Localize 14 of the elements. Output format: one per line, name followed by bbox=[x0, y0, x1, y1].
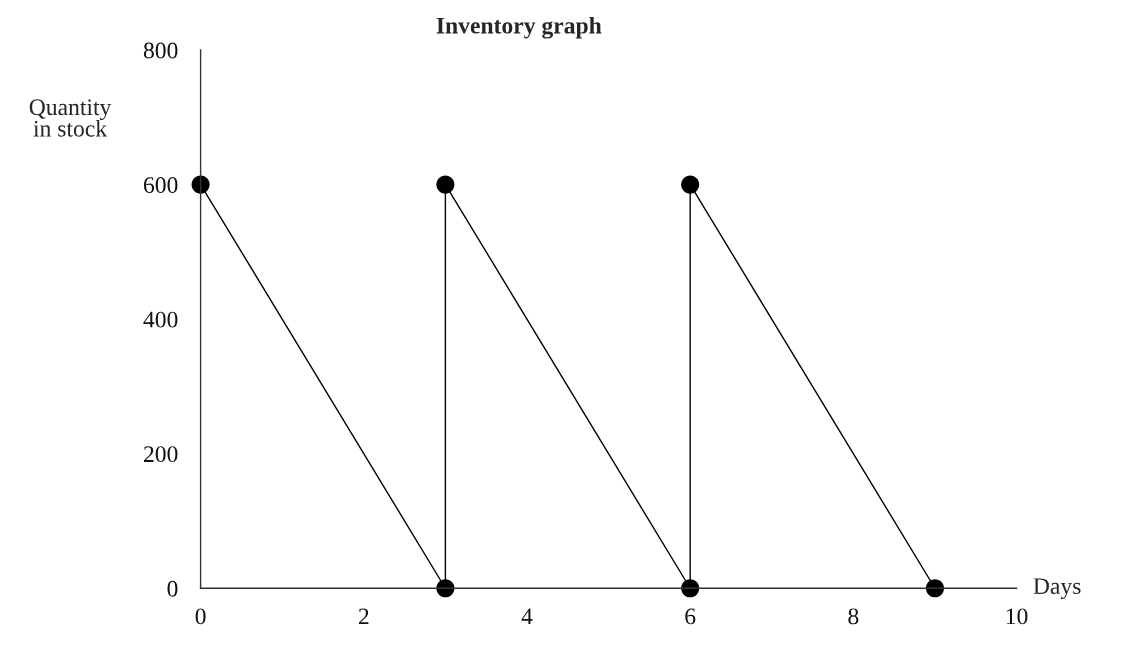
y-tick-label: 0 bbox=[167, 580, 178, 597]
y-tick-label: 600 bbox=[143, 177, 178, 194]
x-tick-label: 2 bbox=[358, 608, 369, 625]
x-tick-label: 10 bbox=[1006, 608, 1028, 625]
x-axis-title: Days bbox=[1033, 578, 1081, 599]
y-axis-title: Quantity in stock bbox=[29, 99, 112, 137]
x-tick-label: 0 bbox=[195, 608, 206, 625]
y-tick-label: 800 bbox=[143, 42, 178, 59]
x-tick-label: 8 bbox=[848, 608, 859, 625]
y-tick-label: 400 bbox=[143, 311, 178, 328]
x-tick-label: 6 bbox=[685, 608, 696, 625]
chart-title: Inventory graph bbox=[436, 17, 602, 39]
y-tick-label: 200 bbox=[144, 446, 178, 463]
x-tick-label: 4 bbox=[521, 608, 533, 625]
